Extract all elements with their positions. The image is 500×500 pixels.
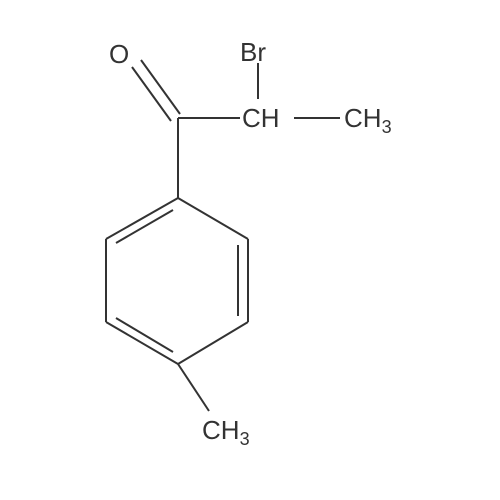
bond-ring-bottom-left-inner [116, 318, 173, 352]
bond-ring-CH3 [178, 364, 209, 411]
bromine-label: Br [240, 37, 266, 68]
bond-ring-top-left-outer [106, 198, 178, 239]
bond-ring-top-left-inner [116, 210, 173, 243]
methyl-right-label: CH3 [344, 103, 392, 138]
bond-ring-top-right [178, 198, 248, 239]
bond-lines [0, 0, 500, 500]
methyl-bottom-label: CH3 [202, 415, 250, 450]
oxygen-label: O [109, 39, 129, 70]
bond-ring-bottom-left-outer [106, 322, 178, 364]
bond-ring-bottom-right [178, 322, 248, 364]
chemical-structure-diagram: O Br CH CH3 CH3 [0, 0, 500, 500]
ch-label: CH [242, 103, 280, 134]
